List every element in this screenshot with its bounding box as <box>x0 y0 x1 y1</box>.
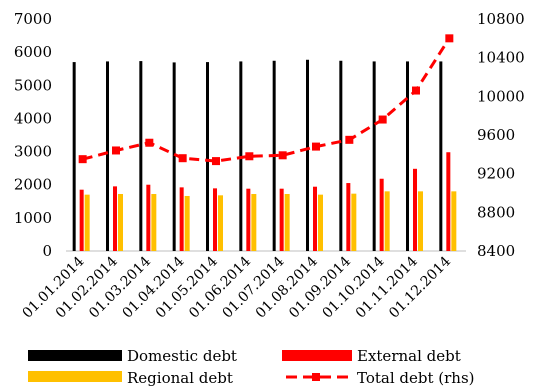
right-tick-label: 9600 <box>477 126 515 144</box>
bar-regional <box>84 194 90 251</box>
x-axis-labels: 01.01.201401.02.201401.03.201401.04.2014… <box>19 253 454 321</box>
bar-regional <box>151 193 157 251</box>
total-debt-marker <box>112 146 120 155</box>
bar-external <box>213 188 217 251</box>
bar-regional <box>118 193 123 251</box>
legend-swatch-external <box>282 350 352 361</box>
left-tick-label: 4000 <box>14 109 52 127</box>
total-debt-marker <box>345 135 354 144</box>
bar-external <box>413 168 417 251</box>
bar-domestic <box>72 62 76 252</box>
left-tick-label: 0 <box>42 242 52 260</box>
bar-series <box>72 59 457 252</box>
legend-item-regional: Regional debt <box>28 369 233 387</box>
bar-regional <box>251 193 257 251</box>
bar-external <box>313 186 317 251</box>
line-series <box>78 34 454 166</box>
legend-label-external: External debt <box>357 347 461 365</box>
bar-external <box>246 188 251 251</box>
bar-domestic <box>172 62 176 251</box>
left-tick-label: 1000 <box>14 209 52 227</box>
legend-item-domestic: Domestic debt <box>28 347 237 365</box>
bar-external <box>279 188 284 251</box>
bar-domestic <box>372 61 376 252</box>
right-tick-label: 10400 <box>477 49 525 67</box>
total-debt-marker <box>378 115 387 124</box>
bar-regional <box>384 191 390 251</box>
right-tick-label: 10000 <box>477 87 525 105</box>
total-debt-marker <box>278 151 287 160</box>
total-debt-marker <box>412 86 420 95</box>
total-debt-marker <box>312 142 320 151</box>
total-debt-marker <box>78 155 87 164</box>
left-tick-label: 7000 <box>14 10 52 28</box>
total-debt-marker <box>145 138 154 147</box>
bar-regional <box>184 195 190 251</box>
total-debt-line <box>82 37 451 163</box>
right-tick-label: 8400 <box>477 242 515 260</box>
total-debt-marker <box>212 157 220 166</box>
right-tick-label: 9200 <box>477 165 515 183</box>
legend-label-total: Total debt (rhs) <box>357 369 475 387</box>
right-y-axis: 8400 8800 9200 9600 10000 10400 10800 <box>477 10 525 260</box>
bar-domestic <box>139 61 143 251</box>
legend-item-total: Total debt (rhs) <box>286 369 475 387</box>
bar-regional <box>351 193 357 251</box>
bar-regional <box>318 194 323 251</box>
total-debt-marker <box>245 152 254 161</box>
bar-domestic <box>406 61 409 252</box>
bar-domestic <box>206 62 209 252</box>
bar-regional <box>418 191 423 251</box>
bar-domestic <box>439 61 443 252</box>
legend-item-external: External debt <box>282 347 461 365</box>
bar-external <box>179 187 184 251</box>
total-debt-marker <box>445 34 454 43</box>
bar-external <box>146 184 151 251</box>
legend-swatch-regional <box>28 371 122 382</box>
left-tick-label: 3000 <box>14 143 52 161</box>
bar-domestic <box>106 61 109 252</box>
bar-regional <box>284 193 290 251</box>
bar-external <box>446 152 451 251</box>
left-tick-label: 5000 <box>14 76 52 94</box>
total-debt-marker <box>178 154 187 163</box>
bar-domestic <box>306 59 309 251</box>
right-tick-label: 10800 <box>477 10 525 28</box>
left-tick-label: 6000 <box>14 43 52 61</box>
bar-external <box>113 186 117 251</box>
bar-external <box>79 189 84 251</box>
right-tick-label: 8800 <box>477 203 515 221</box>
bar-regional <box>218 195 223 251</box>
bar-external <box>379 178 384 251</box>
left-tick-label: 2000 <box>14 176 52 194</box>
legend-swatch-domestic <box>28 350 122 361</box>
bar-external <box>346 183 351 251</box>
bar-domestic <box>339 60 343 252</box>
legend-label-regional: Regional debt <box>127 369 233 387</box>
legend: Domestic debt External debt Regional deb… <box>28 347 475 387</box>
legend-marker-total <box>312 373 320 381</box>
left-y-axis: 0 1000 2000 3000 4000 5000 6000 7000 <box>14 10 52 260</box>
legend-label-domestic: Domestic debt <box>127 347 237 365</box>
bar-regional <box>451 191 457 251</box>
